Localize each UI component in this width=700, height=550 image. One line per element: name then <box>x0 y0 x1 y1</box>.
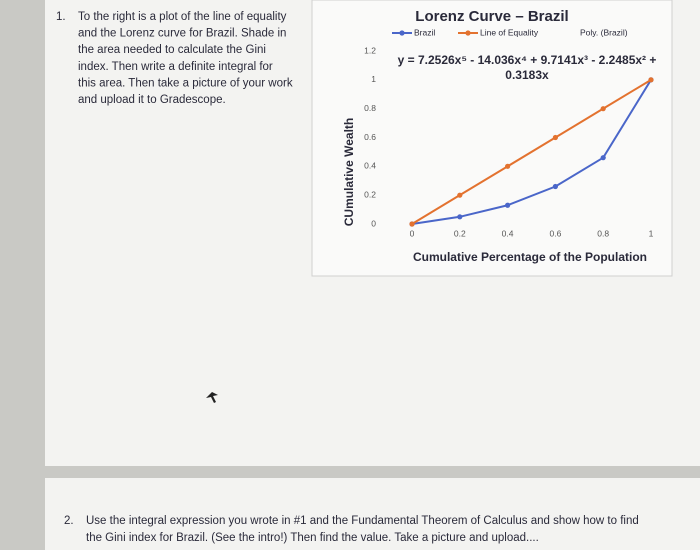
data-point <box>409 221 415 227</box>
x-tick-label: 0 <box>410 228 415 238</box>
question-text: index. Then write a definite integral fo… <box>78 61 273 73</box>
chart-title: Lorenz Curve – Brazil <box>415 8 568 25</box>
legend-swatch <box>465 30 471 36</box>
question-number: 2. <box>64 515 74 527</box>
chart-frame <box>311 0 673 277</box>
x-tick-label: 0.6 <box>549 228 561 238</box>
question-text: To the right is a plot of the line of eq… <box>78 11 287 23</box>
data-point <box>600 106 606 112</box>
data-point <box>552 183 559 190</box>
data-point <box>648 77 654 83</box>
series-line <box>411 79 652 225</box>
data-point <box>457 192 463 198</box>
x-tick-label: 1 <box>649 228 654 238</box>
data-point <box>600 155 606 161</box>
question-text: and upload it to Gradescope. <box>78 94 226 106</box>
question-text: this area. Then take a picture of your w… <box>78 77 293 89</box>
legend-label: Line of Equality <box>480 27 539 37</box>
legend-label: Poly. (Brazil) <box>580 27 628 37</box>
series-line <box>411 78 652 225</box>
y-tick-label: 0.8 <box>364 103 376 113</box>
y-tick-label: 0.4 <box>364 161 376 171</box>
question-panel <box>45 478 700 550</box>
question-text: Use the integral expression you wrote in… <box>86 515 639 527</box>
cursor <box>206 392 218 403</box>
y-tick-label: 0 <box>371 218 376 228</box>
x-tick-label: 0.2 <box>454 228 466 238</box>
data-point <box>505 202 511 208</box>
question-text: and the Lorenz curve for Brazil. Shade i… <box>78 28 286 40</box>
x-axis-label: Cumulative Percentage of the Population <box>413 250 647 264</box>
question-number: 1. <box>56 11 66 23</box>
question-text: the Gini index for Brazil. (See the intr… <box>86 532 539 544</box>
equation: y = 7.2526x⁵ - 14.036x⁴ + 9.7141x³ - 2.2… <box>398 53 657 67</box>
y-tick-label: 0.2 <box>364 189 376 199</box>
data-point <box>457 214 463 220</box>
x-tick-label: 0.4 <box>502 228 514 238</box>
legend-label: Brazil <box>414 27 435 37</box>
y-tick-label: 1 <box>371 74 376 84</box>
legend-swatch <box>399 30 405 36</box>
question-text: the area needed to calculate the Gini <box>78 44 266 56</box>
data-point <box>552 134 559 141</box>
equation: 0.3183x <box>505 68 549 82</box>
y-tick-label: 0.6 <box>364 132 376 142</box>
x-tick-label: 0.8 <box>597 228 609 238</box>
data-point <box>505 163 511 169</box>
y-axis-label: CUmulative Wealth <box>342 118 356 226</box>
y-tick-label: 1.2 <box>364 45 376 55</box>
